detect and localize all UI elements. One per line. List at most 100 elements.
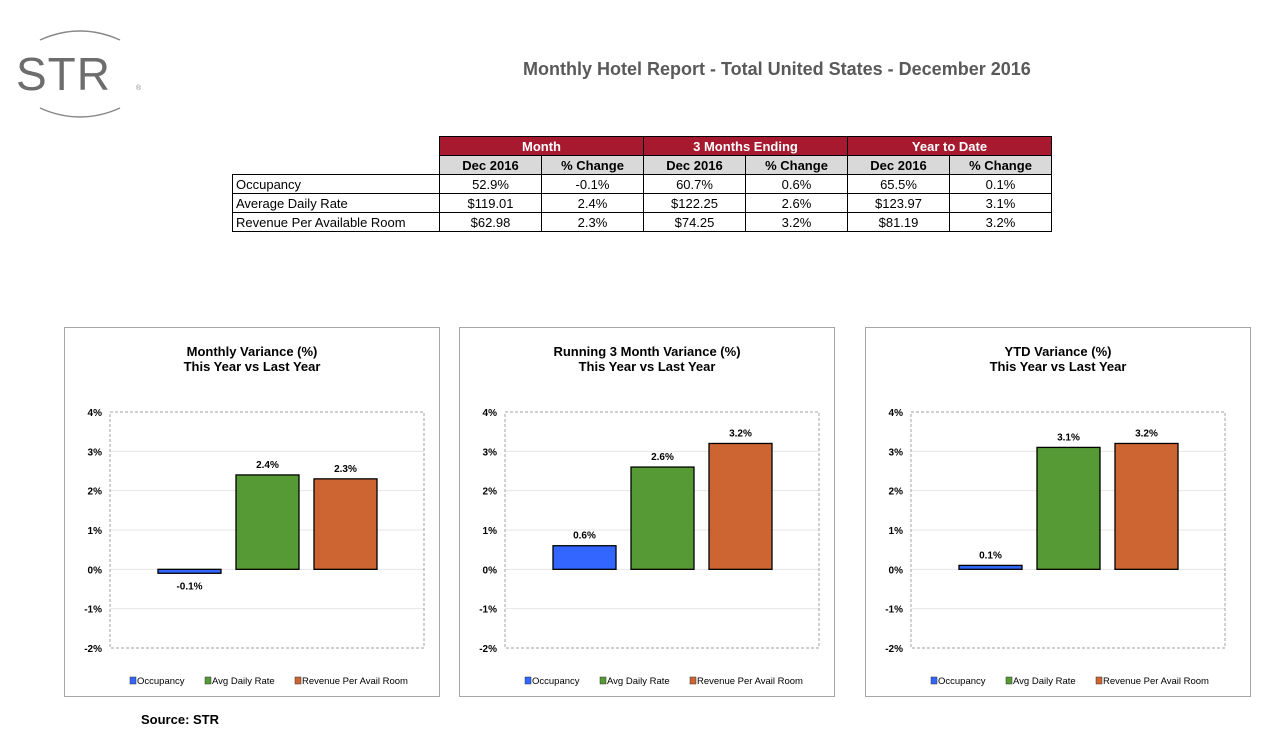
y-tick-label: -2% [885, 644, 903, 655]
plot-area [109, 411, 425, 649]
svg-text:®: ® [136, 84, 142, 92]
group-header: 3 Months Ending [643, 136, 848, 156]
column-header: % Change [949, 155, 1052, 175]
data-label: 2.4% [256, 460, 279, 471]
column-header: % Change [745, 155, 848, 175]
y-tick-label: 0% [483, 565, 498, 576]
legend-label: Occupancy [532, 676, 580, 687]
bar-avg-daily-rate [1036, 446, 1101, 570]
bar-avg-daily-rate [630, 466, 695, 570]
y-tick-label: 4% [88, 408, 103, 419]
y-tick-label: -2% [84, 644, 102, 655]
y-tick-label: 2% [483, 487, 498, 498]
y-tick-label: 3% [889, 447, 904, 458]
data-label: 3.2% [1135, 428, 1158, 439]
y-tick-label: 0% [88, 565, 103, 576]
column-header: Dec 2016 [643, 155, 746, 175]
legend-swatch [524, 676, 532, 685]
cell-value: 0.1% [949, 174, 1052, 194]
plot-area [910, 411, 1226, 649]
bar-revenue-per-avail-room [708, 442, 773, 570]
chart-subtitle: This Year vs Last Year [989, 359, 1127, 374]
y-tick-label: 4% [483, 408, 498, 419]
y-tick-label: -1% [84, 605, 102, 616]
legend-label: Revenue Per Avail Room [1103, 676, 1209, 687]
chart-svg: 4% 3% 2% 1% 0% -1% -2% 0.6% 2.6% 3.2% Occupancy Avg… [479, 408, 820, 687]
str-logo: STR ® [16, 30, 142, 118]
group-header: Month [439, 136, 644, 156]
cell-value: 2.4% [541, 193, 644, 213]
y-tick-label: 2% [88, 487, 103, 498]
source-note: Source: STR [141, 712, 220, 727]
cell-value: $81.19 [847, 212, 950, 232]
cell-value: 0.6% [745, 174, 848, 194]
cell-value: -0.1% [541, 174, 644, 194]
y-tick-label: 1% [88, 526, 103, 537]
data-label: 3.2% [729, 428, 752, 439]
legend-label: Avg Daily Rate [212, 676, 275, 687]
table-row: Average Daily Rate $119.01 2.4% $122.25 2.6%… [232, 193, 1052, 213]
cell-value: $119.01 [439, 193, 542, 213]
y-tick-label: 3% [483, 447, 498, 458]
bar-revenue-per-avail-room [1114, 442, 1179, 570]
y-tick-label: 0% [889, 565, 904, 576]
legend-swatch [1095, 676, 1103, 685]
legend-swatch [599, 676, 607, 685]
legend-label: Revenue Per Avail Room [697, 676, 803, 687]
data-label: 3.1% [1057, 432, 1080, 443]
legend-label: Occupancy [137, 676, 185, 687]
bar-occupancy [157, 568, 222, 574]
data-label: 2.3% [334, 464, 357, 475]
y-tick-label: 3% [88, 447, 103, 458]
data-label: 2.6% [651, 452, 674, 463]
summary-table: Month 3 Months Ending Year to Date Dec 2… [232, 136, 1052, 232]
column-header: % Change [541, 155, 644, 175]
page-title: Monthly Hotel Report - Total United Stat… [523, 59, 1031, 79]
cell-value: $122.25 [643, 193, 746, 213]
bar-occupancy [958, 564, 1023, 570]
chart-svg: 4% 3% 2% 1% 0% -1% -2% 0.1% 3.1% 3.2% Occupancy Avg… [885, 408, 1226, 687]
cell-value: 2.3% [541, 212, 644, 232]
running-3-month-variance-chart: Running 3 Month Variance (%) This Year vs… [459, 327, 835, 697]
cell-value: 3.1% [949, 193, 1052, 213]
cell-value: 65.5% [847, 174, 950, 194]
chart-title: Monthly Variance (%) [186, 344, 318, 359]
chart-title: YTD Variance (%) [1004, 344, 1112, 359]
chart-title: Running 3 Month Variance (%) [553, 344, 741, 359]
legend-swatch [930, 676, 938, 685]
y-tick-label: 4% [889, 408, 904, 419]
cell-value: $74.25 [643, 212, 746, 232]
cell-value: 60.7% [643, 174, 746, 194]
legend-label: Revenue Per Avail Room [302, 676, 408, 687]
data-label: 0.1% [979, 550, 1002, 561]
monthly-variance-chart: Monthly Variance (%) This Year vs Last Ye… [64, 327, 440, 697]
legend-label: Occupancy [938, 676, 986, 687]
legend-swatch [294, 676, 302, 685]
y-tick-label: 2% [889, 487, 904, 498]
column-header: Dec 2016 [847, 155, 950, 175]
cell-value: $62.98 [439, 212, 542, 232]
y-tick-label: -1% [479, 605, 497, 616]
y-tick-label: 1% [483, 526, 498, 537]
table-row: Occupancy 52.9% -0.1% 60.7% 0.6% 65.5% 0.1% [232, 174, 1052, 194]
ytd-variance-chart: YTD Variance (%) This Year vs Last Year 4%… [865, 327, 1251, 697]
cell-value: 52.9% [439, 174, 542, 194]
y-tick-label: 1% [889, 526, 904, 537]
data-label: 0.6% [573, 531, 596, 542]
bar-avg-daily-rate [235, 474, 300, 570]
column-header: Dec 2016 [439, 155, 542, 175]
legend-swatch [204, 676, 212, 685]
row-label: Average Daily Rate [232, 193, 440, 213]
chart-svg: 4% 3% 2% 1% 0% -1% -2% -0.1% 2.4% 2.3% Occupancy Av… [84, 408, 425, 687]
svg-text:STR: STR [16, 48, 111, 100]
bar-occupancy [552, 545, 617, 570]
row-label: Revenue Per Available Room [232, 212, 440, 232]
legend-label: Avg Daily Rate [1013, 676, 1076, 687]
legend-swatch [129, 676, 137, 685]
y-tick-label: -2% [479, 644, 497, 655]
row-label: Occupancy [232, 174, 440, 194]
legend-swatch [689, 676, 697, 685]
legend-swatch [1005, 676, 1013, 685]
cell-value: 2.6% [745, 193, 848, 213]
